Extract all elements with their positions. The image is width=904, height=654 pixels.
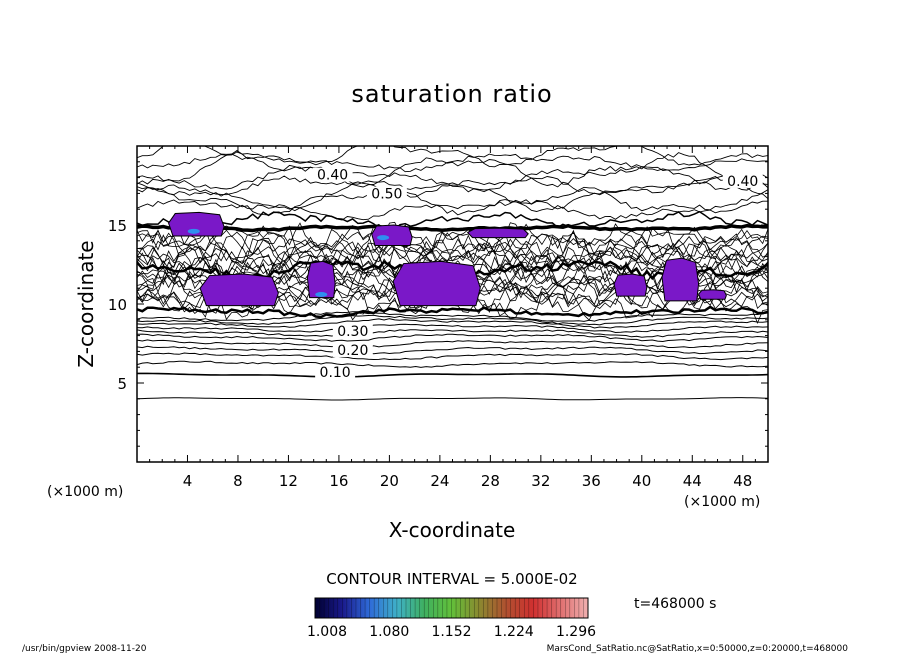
contour-labels: 0.10 0.20 0.30 0.40 0.40 0.50	[312, 167, 763, 381]
contour-line	[137, 323, 768, 334]
contour-line	[137, 210, 768, 231]
contour-line	[137, 223, 768, 233]
contour-label: 0.40	[317, 168, 348, 184]
shaded-region	[167, 211, 225, 237]
colorbar: 1.008 1.080 1.152 1.224 1.296	[307, 597, 596, 640]
contour-line	[137, 146, 768, 168]
x-tick-label: 44	[683, 472, 702, 490]
contour-line	[137, 318, 768, 329]
shaded-region	[661, 257, 700, 302]
contour-line	[137, 360, 768, 368]
x-axis-ticks: 4 8 12 16 20 24 28 32 36 40 44 48	[149, 146, 756, 490]
colorbar-tick-label: 1.008	[307, 624, 347, 640]
x-tick-label: 16	[329, 472, 348, 490]
colorbar-stripes	[319, 598, 584, 618]
shaded-region	[199, 273, 279, 307]
contour-line	[137, 225, 768, 263]
x-axis-label: X-coordinate	[389, 518, 516, 542]
x-tick-label: 40	[632, 472, 651, 490]
shaded-region	[698, 289, 727, 300]
shaded-region	[371, 224, 413, 247]
contour-label: 0.50	[371, 187, 402, 203]
contour-line	[137, 175, 768, 198]
plot-area: 0.100.200.300.40 0.400.50 4 8 12 16 20 24 28 32 3…	[108, 145, 769, 490]
contour-interval-label: CONTOUR INTERVAL = 5.000E-02	[326, 570, 577, 588]
shaded-regions	[167, 211, 727, 307]
shaded-region	[392, 260, 481, 307]
contour-line	[137, 339, 768, 349]
y-tick-label: 10	[108, 296, 127, 314]
contour-line	[137, 222, 768, 259]
contour-line	[137, 175, 768, 212]
contour-label: 0.10	[320, 365, 351, 381]
x-tick-label: 24	[430, 472, 449, 490]
contour-line	[137, 199, 768, 221]
x-axis-unit-right: (×1000 m)	[684, 494, 760, 510]
colorbar-tick-label: 1.152	[431, 624, 471, 640]
x-tick-label: 12	[279, 472, 298, 490]
colorbar-tick-label: 1.080	[369, 624, 409, 640]
x-tick-label: 4	[183, 472, 193, 490]
contour-label: 0.20	[337, 343, 368, 359]
colorbar-tick-label: 1.296	[556, 624, 596, 640]
shade-highlight	[377, 235, 390, 241]
contour-line	[137, 230, 768, 270]
y-axis-ticks: 5 10 15	[108, 161, 768, 447]
contour-label: 0.40	[727, 174, 758, 190]
y-tick-label: 5	[117, 375, 127, 393]
x-tick-label: 8	[233, 472, 243, 490]
footer-right: MarsCond_SatRatio.nc@SatRatio,x=0:50000,…	[547, 644, 849, 654]
x-tick-label: 36	[582, 472, 601, 490]
chart-title: saturation ratio	[351, 80, 552, 108]
contour-line	[137, 397, 768, 401]
contour-line	[137, 372, 768, 378]
y-tick-label: 15	[108, 217, 127, 235]
x-tick-label: 20	[380, 472, 399, 490]
contour-label: 0.30	[337, 324, 368, 340]
contour-label-bg	[312, 167, 353, 182]
contour-line	[137, 164, 768, 193]
contour-line	[137, 311, 768, 322]
x-tick-label: 32	[531, 472, 550, 490]
contour-line	[137, 186, 768, 216]
contour-line	[137, 241, 768, 276]
contour-line	[137, 329, 768, 338]
contour-label-bg	[332, 342, 373, 357]
shaded-region	[613, 273, 648, 297]
contour-line	[137, 305, 768, 319]
contour-label-bg	[315, 365, 356, 380]
contour-label-bg	[366, 186, 407, 201]
contour-line	[137, 352, 768, 361]
contour-line	[137, 149, 768, 173]
shade-highlight	[315, 292, 328, 298]
x-tick-label: 48	[733, 472, 752, 490]
contour-line	[137, 314, 768, 326]
contour-line	[137, 345, 768, 355]
time-label: t=468000 s	[634, 596, 716, 612]
shaded-region	[466, 227, 529, 239]
colorbar-tick-label: 1.224	[494, 624, 534, 640]
contour-label-bg	[332, 324, 373, 339]
x-tick-label: 28	[481, 472, 500, 490]
colorbar-ticks: 1.008 1.080 1.152 1.224 1.296	[307, 624, 596, 640]
x-axis-unit-left: (×1000 m)	[47, 484, 123, 500]
contour-line	[137, 333, 768, 343]
shaded-region	[306, 260, 336, 299]
footer-left: /usr/bin/gpview 2008-11-20	[22, 644, 147, 654]
y-axis-label: Z-coordinate	[74, 240, 98, 367]
contour-label-bg	[722, 173, 763, 188]
shade-highlight	[187, 228, 200, 234]
